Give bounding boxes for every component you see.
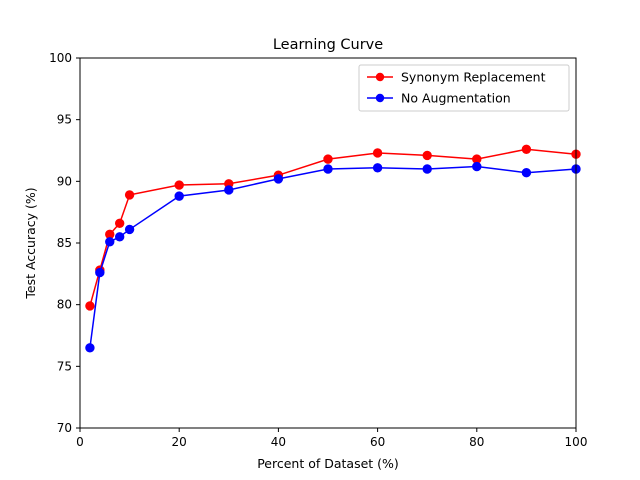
legend-label: No Augmentation (401, 91, 511, 106)
data-point (114, 218, 125, 228)
data-point (105, 237, 115, 247)
data-point (323, 154, 333, 164)
x-tick-label: 100 (565, 435, 588, 449)
legend-marker (375, 93, 385, 103)
legend-label: Synonym Replacement (401, 70, 546, 85)
data-point (124, 190, 135, 200)
x-tick-label: 0 (76, 435, 84, 449)
legend-entry-0: Synonym Replacement (367, 70, 546, 85)
data-point (521, 144, 532, 154)
x-tick-label: 40 (271, 435, 286, 449)
x-tick-label: 20 (172, 435, 187, 449)
series-1 (85, 161, 581, 353)
y-tick-label: 100 (49, 51, 72, 65)
y-tick-label: 75 (57, 359, 72, 373)
legend: Synonym Replacement No Augmentation (358, 64, 570, 112)
data-point (372, 148, 383, 158)
y-tick-label: 85 (57, 236, 72, 250)
chart-title: Learning Curve (273, 37, 383, 53)
x-tick-label: 80 (469, 435, 484, 449)
y-tick-label: 70 (57, 421, 72, 435)
data-point (323, 164, 333, 174)
data-point (224, 185, 234, 195)
data-point (422, 164, 432, 174)
data-point (472, 161, 482, 172)
data-point (422, 150, 432, 161)
axis-ticks: 0 20 40 60 80 100 70 75 80 85 90 95 100 (49, 51, 587, 449)
data-point (273, 174, 284, 184)
data-point (372, 163, 383, 173)
x-tick-label: 60 (370, 435, 385, 449)
data-point (85, 343, 95, 353)
data-point (85, 301, 95, 311)
series-0 (85, 144, 581, 311)
legend-marker (375, 72, 385, 82)
data-point (174, 180, 184, 190)
legend-box (358, 64, 570, 112)
y-tick-label: 80 (57, 298, 72, 312)
data-point (95, 267, 105, 278)
y-tick-label: 90 (57, 174, 72, 188)
legend-entry-1: No Augmentation (367, 91, 511, 106)
data-point (174, 191, 184, 201)
plot-area (85, 144, 581, 353)
y-tick-label: 95 (57, 113, 72, 127)
x-axis-label: Percent of Dataset (%) (257, 456, 399, 471)
data-point (124, 224, 135, 235)
y-axis-label: Test Accuracy (%) (23, 187, 38, 299)
data-point (114, 232, 125, 242)
data-point (521, 168, 532, 178)
